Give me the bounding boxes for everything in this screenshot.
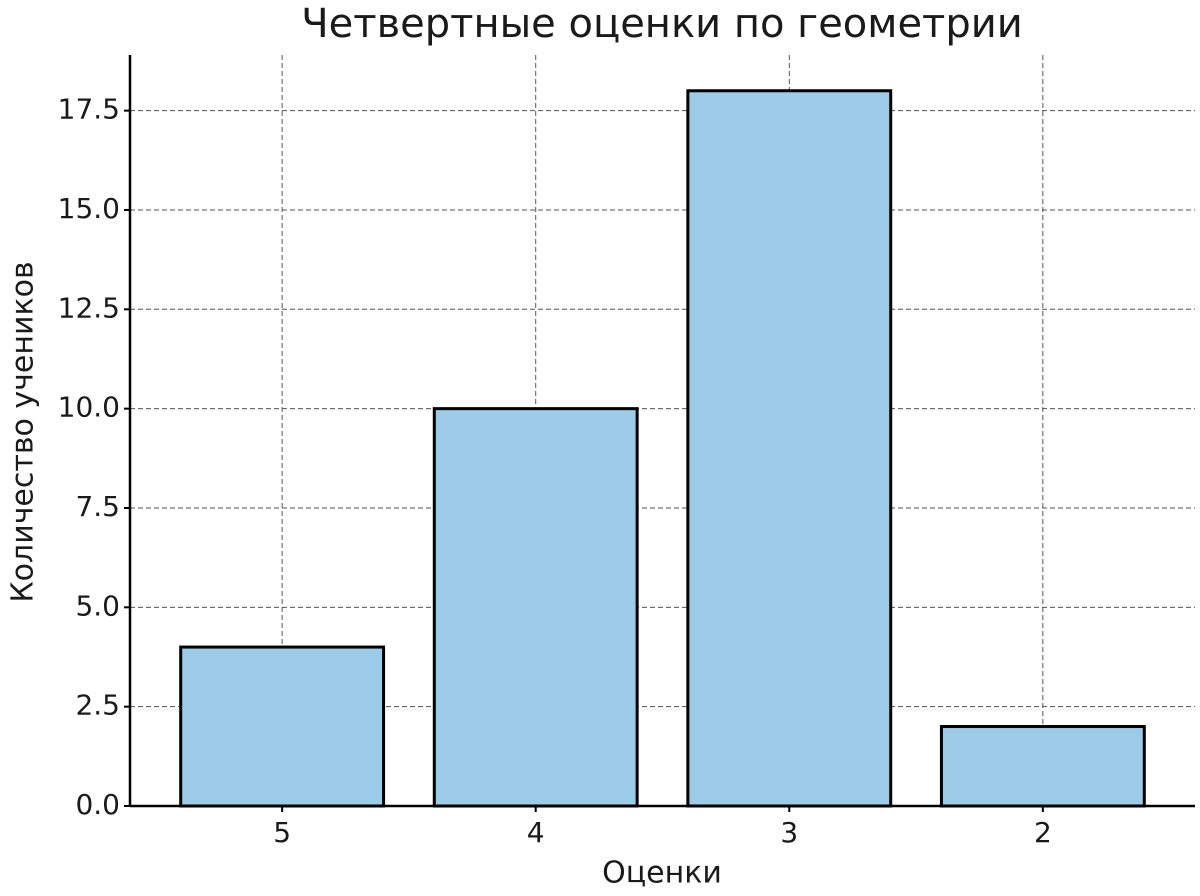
y-tick-label: 0.0 xyxy=(75,788,120,821)
y-tick-label: 5.0 xyxy=(75,589,120,622)
chart-title: Четвертные оценки по геометрии xyxy=(301,1,1023,47)
bar xyxy=(939,725,1146,808)
y-tick-label: 15.0 xyxy=(58,192,120,225)
bar xyxy=(179,645,386,808)
x-tick-label: 3 xyxy=(780,816,798,849)
bar xyxy=(432,407,639,808)
x-axis-label: Оценки xyxy=(602,856,722,891)
y-tick-label: 7.5 xyxy=(75,490,120,523)
y-tick-label: 17.5 xyxy=(58,93,120,126)
x-tick-label: 4 xyxy=(527,816,545,849)
y-tick-label: 2.5 xyxy=(75,689,120,722)
x-tick-label: 5 xyxy=(273,816,291,849)
y-axis-label: Количество учеников xyxy=(6,261,41,602)
bar xyxy=(686,89,893,808)
y-tick-label: 10.0 xyxy=(58,391,120,424)
x-tick-label: 2 xyxy=(1034,816,1052,849)
y-tick-label: 12.5 xyxy=(58,291,120,324)
